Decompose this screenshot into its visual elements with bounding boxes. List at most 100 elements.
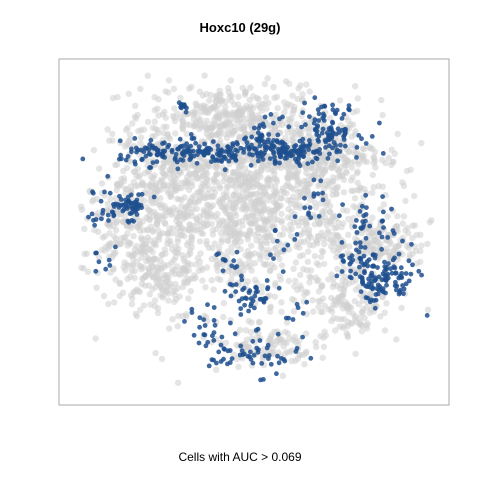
positive-cell-point — [248, 356, 254, 362]
cell-point — [329, 178, 336, 185]
cell-point — [183, 311, 190, 318]
positive-cell-point — [226, 158, 232, 164]
cell-point — [120, 167, 127, 175]
cell-point — [137, 263, 145, 270]
positive-cell-point — [419, 272, 424, 278]
positive-cell-point — [337, 213, 342, 219]
cell-point — [393, 243, 401, 250]
cell-point — [407, 166, 414, 173]
positive-cell-point — [354, 247, 359, 253]
positive-cell-point — [316, 139, 321, 144]
cell-point — [215, 114, 223, 122]
positive-cell-point — [263, 144, 268, 150]
cell-point — [335, 219, 342, 226]
positive-cells-layer — [80, 95, 430, 383]
positive-cell-point — [117, 138, 123, 144]
cell-point — [228, 128, 235, 135]
positive-cell-point — [314, 156, 320, 162]
cell-point — [235, 230, 242, 237]
cell-point — [228, 215, 235, 222]
positive-cell-point — [233, 289, 239, 294]
cell-point — [317, 308, 324, 316]
cell-point — [288, 357, 295, 365]
cell-point — [185, 239, 192, 246]
cell-point — [233, 199, 241, 206]
cell-point — [343, 329, 350, 337]
cell-point — [265, 246, 272, 254]
cell-point — [111, 299, 118, 306]
cell-point — [340, 315, 348, 323]
cell-point — [215, 244, 223, 251]
positive-cell-point — [341, 134, 346, 139]
positive-cell-point — [255, 326, 261, 332]
cell-point — [259, 100, 266, 108]
positive-cell-point — [271, 256, 276, 261]
cell-point — [155, 112, 162, 119]
cell-point — [157, 195, 164, 202]
positive-cell-point — [321, 113, 327, 119]
positive-cell-point — [392, 283, 398, 289]
cell-point — [83, 250, 91, 257]
cell-point — [192, 100, 199, 107]
cell-point — [381, 309, 388, 316]
cell-point — [352, 277, 359, 284]
cell-point — [131, 113, 139, 121]
positive-cell-point — [212, 158, 218, 164]
positive-cell-point — [311, 177, 317, 183]
positive-cell-point — [189, 310, 195, 315]
positive-cell-point — [233, 282, 239, 287]
cell-point — [242, 180, 249, 188]
cell-point — [303, 81, 310, 88]
cell-point — [359, 153, 366, 160]
cell-point — [418, 139, 425, 147]
cell-point — [127, 240, 134, 247]
cell-point — [257, 255, 264, 263]
cell-point — [288, 115, 295, 123]
positive-cell-point — [307, 114, 312, 119]
cell-point — [155, 96, 162, 103]
positive-cell-point — [182, 319, 187, 324]
positive-cell-point — [177, 136, 183, 142]
positive-cell-point — [363, 283, 369, 289]
cell-point — [145, 256, 153, 264]
positive-cell-point — [390, 257, 396, 263]
cell-point — [268, 221, 276, 229]
positive-cell-point — [100, 211, 105, 216]
cell-point — [90, 146, 98, 154]
cell-point — [152, 186, 159, 193]
positive-cell-point — [379, 218, 385, 224]
positive-cell-point — [353, 240, 358, 246]
cell-point — [137, 140, 144, 147]
cell-point — [290, 308, 298, 315]
cell-point — [249, 210, 256, 217]
positive-cell-point — [266, 353, 272, 358]
cell-point — [208, 277, 215, 284]
cell-point — [330, 157, 337, 165]
positive-cell-point — [297, 147, 303, 153]
positive-cell-point — [386, 261, 391, 266]
positive-cell-point — [250, 338, 256, 344]
cell-point — [236, 112, 243, 119]
positive-cell-point — [375, 265, 380, 270]
cell-point — [338, 223, 345, 231]
cell-point — [127, 252, 134, 259]
cell-point — [255, 318, 263, 326]
positive-cell-point — [377, 120, 382, 126]
positive-cell-point — [311, 120, 317, 126]
cell-point — [105, 241, 112, 249]
positive-cell-point — [248, 349, 253, 355]
cell-point — [170, 169, 177, 176]
positive-cell-point — [227, 360, 233, 365]
cell-point — [331, 297, 338, 304]
cell-point — [239, 170, 246, 177]
cell-point — [345, 231, 352, 238]
positive-cell-point — [103, 266, 109, 272]
positive-cell-point — [283, 149, 288, 155]
positive-cell-point — [150, 160, 156, 166]
cell-point — [280, 225, 288, 232]
cell-point — [375, 182, 382, 190]
cell-point — [278, 308, 285, 315]
cell-point — [332, 327, 339, 334]
cell-point — [151, 297, 159, 304]
